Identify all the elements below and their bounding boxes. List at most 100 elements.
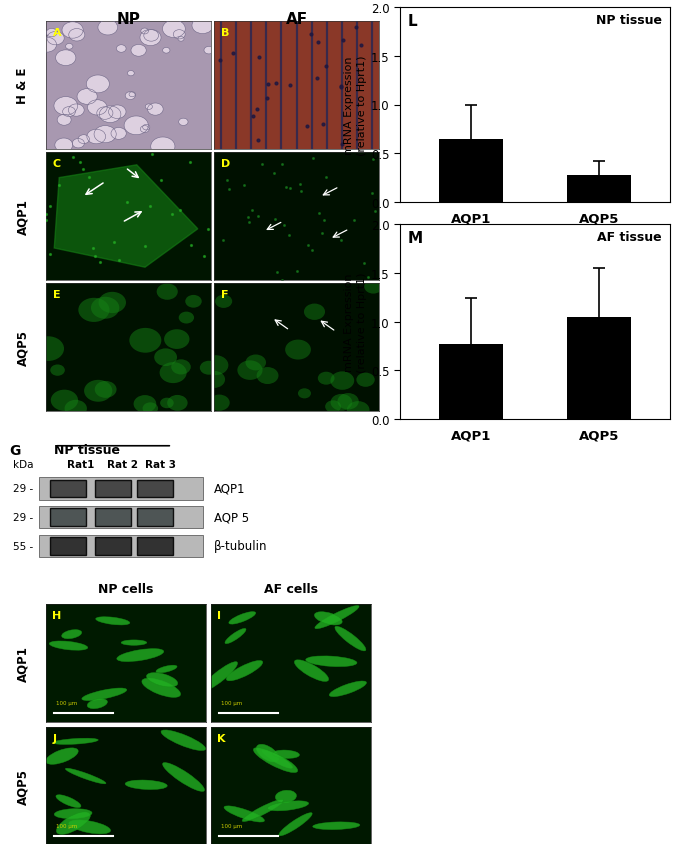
Circle shape xyxy=(88,100,107,116)
Ellipse shape xyxy=(335,626,366,651)
Ellipse shape xyxy=(55,809,92,819)
Circle shape xyxy=(192,19,213,35)
Text: G: G xyxy=(9,444,20,457)
Circle shape xyxy=(204,47,214,55)
Ellipse shape xyxy=(229,612,256,625)
Circle shape xyxy=(257,368,279,385)
Text: AQP5: AQP5 xyxy=(17,330,30,365)
Circle shape xyxy=(148,104,163,116)
FancyBboxPatch shape xyxy=(50,480,86,497)
Circle shape xyxy=(63,107,75,117)
Ellipse shape xyxy=(273,750,299,759)
Ellipse shape xyxy=(146,673,178,687)
Ellipse shape xyxy=(125,780,167,790)
Circle shape xyxy=(178,37,184,42)
Bar xyxy=(567,317,631,419)
Ellipse shape xyxy=(242,799,284,821)
Circle shape xyxy=(78,136,90,144)
Text: NP cells: NP cells xyxy=(98,582,154,595)
Circle shape xyxy=(159,363,187,384)
Circle shape xyxy=(91,297,119,319)
Circle shape xyxy=(129,328,161,354)
Text: Rat 3: Rat 3 xyxy=(146,460,177,470)
Circle shape xyxy=(318,372,335,385)
Circle shape xyxy=(56,51,76,67)
Ellipse shape xyxy=(46,748,78,765)
Ellipse shape xyxy=(306,656,357,667)
Circle shape xyxy=(117,46,126,53)
Ellipse shape xyxy=(201,662,237,691)
Circle shape xyxy=(164,330,190,349)
Circle shape xyxy=(143,403,158,415)
Ellipse shape xyxy=(87,699,108,709)
Circle shape xyxy=(124,116,148,136)
Circle shape xyxy=(94,127,116,143)
Y-axis label: mRNA Expression
(relative to Hprt1): mRNA Expression (relative to Hprt1) xyxy=(344,272,367,372)
Circle shape xyxy=(331,394,353,411)
Circle shape xyxy=(157,284,178,300)
Text: 100 μm: 100 μm xyxy=(56,701,77,706)
Ellipse shape xyxy=(295,660,328,682)
Polygon shape xyxy=(55,165,198,268)
Text: L: L xyxy=(408,14,417,29)
Text: NP tissue: NP tissue xyxy=(55,444,120,457)
Text: AQP1: AQP1 xyxy=(17,199,30,235)
Ellipse shape xyxy=(69,820,110,834)
Circle shape xyxy=(173,30,185,40)
Ellipse shape xyxy=(117,649,164,662)
Circle shape xyxy=(337,393,359,410)
Circle shape xyxy=(150,138,175,156)
Text: B: B xyxy=(221,29,229,38)
FancyBboxPatch shape xyxy=(39,506,203,528)
Circle shape xyxy=(111,128,126,140)
Circle shape xyxy=(298,389,311,399)
Circle shape xyxy=(285,340,311,360)
Text: AQP1: AQP1 xyxy=(17,646,30,681)
Circle shape xyxy=(179,119,188,127)
Circle shape xyxy=(134,396,156,414)
Circle shape xyxy=(69,30,85,42)
FancyBboxPatch shape xyxy=(95,538,131,555)
Ellipse shape xyxy=(61,630,81,639)
Text: AQP5: AQP5 xyxy=(17,768,30,804)
Ellipse shape xyxy=(156,665,177,673)
Circle shape xyxy=(331,372,354,391)
Circle shape xyxy=(140,30,161,46)
Text: AF tissue: AF tissue xyxy=(598,230,662,244)
Text: 29 -: 29 - xyxy=(12,484,33,494)
Text: H: H xyxy=(52,610,61,620)
Circle shape xyxy=(185,295,201,308)
Text: β-tubulin: β-tubulin xyxy=(214,539,268,553)
Circle shape xyxy=(99,107,121,123)
Text: kDa: kDa xyxy=(12,460,33,470)
Circle shape xyxy=(79,299,110,322)
Circle shape xyxy=(356,373,375,387)
Circle shape xyxy=(47,32,64,46)
Ellipse shape xyxy=(56,795,81,808)
Ellipse shape xyxy=(268,801,308,811)
Circle shape xyxy=(203,356,228,376)
Circle shape xyxy=(246,355,266,371)
Text: J: J xyxy=(52,733,57,743)
Circle shape xyxy=(128,72,135,77)
Circle shape xyxy=(46,30,57,38)
FancyBboxPatch shape xyxy=(39,535,203,557)
Text: AQP1: AQP1 xyxy=(214,482,246,495)
FancyBboxPatch shape xyxy=(137,480,173,497)
FancyBboxPatch shape xyxy=(39,478,203,500)
Text: Rat 2: Rat 2 xyxy=(108,460,138,470)
Text: 100 μm: 100 μm xyxy=(56,824,77,829)
Bar xyxy=(439,344,503,419)
Text: A: A xyxy=(52,29,61,38)
Ellipse shape xyxy=(226,661,263,681)
Circle shape xyxy=(129,93,135,98)
Ellipse shape xyxy=(121,640,147,646)
Text: D: D xyxy=(221,160,230,169)
Circle shape xyxy=(144,30,159,42)
Text: AF: AF xyxy=(286,12,308,27)
Circle shape xyxy=(179,312,194,324)
Circle shape xyxy=(131,46,146,57)
Circle shape xyxy=(32,337,64,361)
Circle shape xyxy=(154,349,177,366)
Circle shape xyxy=(160,398,174,408)
